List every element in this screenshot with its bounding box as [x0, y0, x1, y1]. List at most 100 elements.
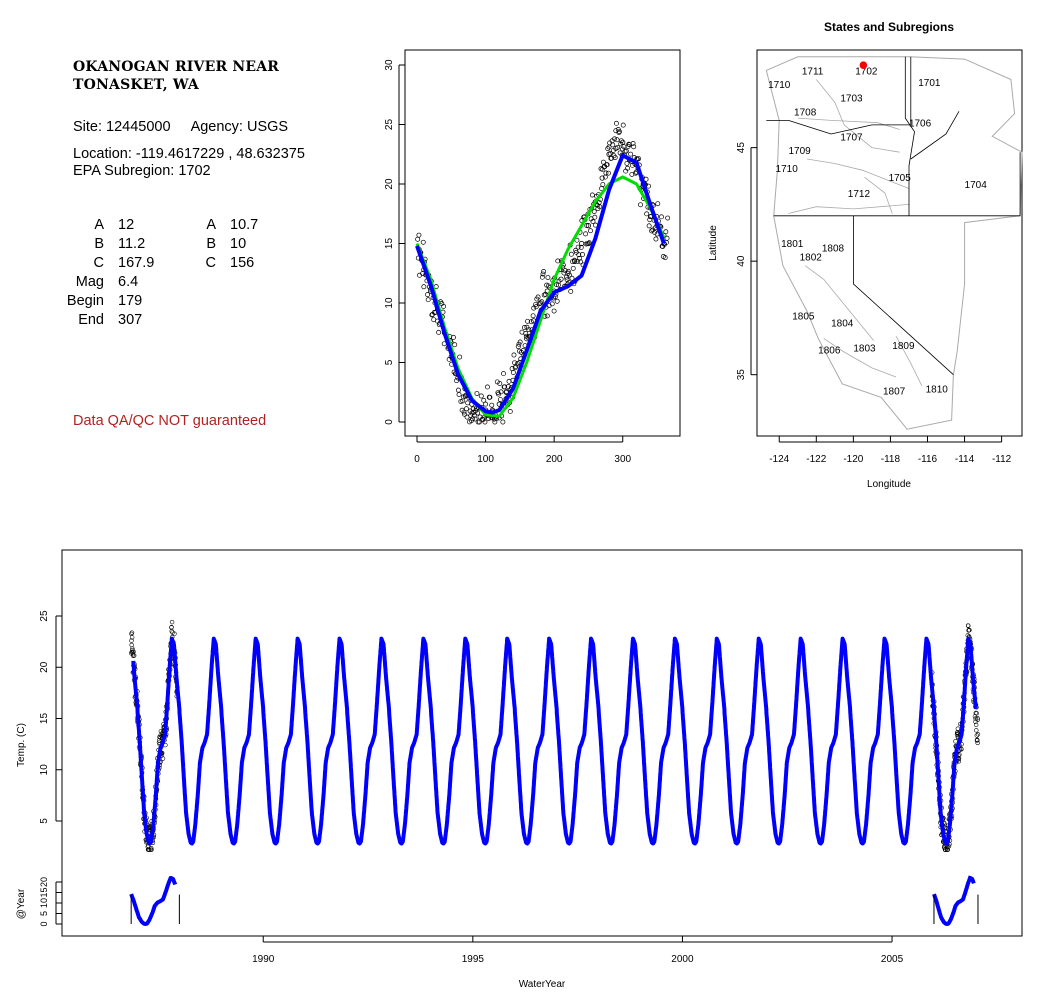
observation-point	[542, 291, 548, 297]
y-tick-label: 5	[384, 359, 395, 365]
observation-point	[633, 170, 639, 176]
params-right: A 10.7 B 10 C 156	[168, 216, 259, 273]
y-tick-label: 25	[39, 610, 50, 622]
observation-point	[612, 136, 618, 142]
observation-point	[441, 303, 447, 309]
observation-point	[501, 371, 506, 377]
observation-point	[603, 170, 609, 176]
observation-point	[551, 308, 557, 314]
observation-point	[636, 156, 642, 162]
observation-point	[646, 183, 651, 189]
observation-point	[575, 244, 581, 250]
observation-point	[484, 384, 490, 390]
data-point	[599, 175, 605, 181]
observation-point	[612, 155, 618, 160]
observation-point	[578, 244, 584, 250]
observation-point	[638, 202, 643, 208]
observation-point	[525, 318, 530, 324]
observation-point	[505, 383, 511, 389]
y-axis-label: Latitude	[708, 225, 719, 261]
inset-tick-label: 0	[39, 921, 49, 926]
region-label: 1707	[840, 132, 863, 143]
observation-point	[973, 722, 979, 728]
station-title-line1: OKANOGAN RIVER NEAR	[73, 59, 280, 75]
region-label: 1711	[802, 66, 824, 77]
observation-point	[975, 732, 981, 737]
observation-point	[974, 728, 979, 733]
observation-point	[663, 229, 669, 235]
observation-point	[615, 144, 621, 150]
observation-point	[169, 624, 174, 630]
inset-tick-label: 10	[39, 898, 49, 908]
observation-point	[415, 236, 421, 242]
observation-point	[590, 219, 596, 224]
observation-point	[659, 214, 664, 220]
observation-point	[465, 400, 471, 406]
region-label: 1808	[822, 244, 845, 255]
observation-point	[655, 201, 661, 207]
observation-point	[457, 354, 463, 360]
subregion-boundary	[797, 117, 900, 130]
location: Location: -119.4617229 , 48.632375	[73, 146, 305, 162]
observation-point	[975, 717, 981, 722]
region-label: 1810	[926, 384, 949, 395]
param-label: Mag	[75, 274, 104, 290]
param-label: End	[78, 312, 104, 328]
observation-point	[613, 120, 619, 126]
observation-point	[628, 151, 634, 157]
observation-point	[554, 298, 560, 304]
observation-point	[956, 759, 962, 764]
observation-point	[515, 344, 521, 350]
y-tick-label: 40	[736, 255, 747, 267]
observation-point	[568, 251, 574, 257]
inset-tick-label: 15	[39, 887, 49, 897]
observation-point	[456, 392, 462, 397]
observation-point	[586, 240, 592, 246]
inset-tick-label: 20	[39, 877, 49, 887]
region-label: 1706	[909, 119, 932, 130]
region-label: 1702	[855, 66, 878, 77]
param-label: C	[205, 255, 216, 271]
x-tick-label: 2000	[671, 954, 694, 965]
param-label: Begin	[66, 293, 104, 309]
fitted-temperature-line	[131, 636, 978, 846]
x-axis-label: WaterYear	[519, 979, 566, 990]
observation-point	[540, 271, 546, 277]
x-tick-label: 1990	[252, 954, 275, 965]
observation-point	[605, 170, 611, 176]
observation-point	[507, 408, 513, 414]
x-tick-label: 0	[414, 454, 420, 465]
x-tick-label: 1995	[462, 954, 485, 965]
observation-point	[953, 739, 958, 744]
observation-point	[631, 144, 637, 150]
param-label: B	[206, 236, 216, 252]
param-value: 167.9	[118, 255, 155, 271]
region-label: 1804	[831, 318, 854, 329]
y-tick-label: 10	[39, 764, 50, 776]
subregion-boundary	[804, 265, 875, 341]
subregion-map: States and Subregions -124 -122 -120 -118 -1…	[708, 20, 1023, 490]
observation-point	[643, 176, 649, 182]
observation-point	[420, 239, 426, 245]
param-value: 307	[118, 312, 143, 328]
observation-point	[474, 391, 480, 396]
observation-point	[489, 402, 495, 408]
region-label: 1704	[965, 180, 988, 191]
observation-point	[129, 630, 135, 635]
observation-point	[476, 419, 482, 425]
x-axis-label: Longitude	[867, 479, 911, 490]
region-label: 1701	[918, 78, 941, 89]
observation-point	[463, 406, 469, 412]
y-tick-label: 30	[384, 59, 395, 71]
region-label: 1803	[853, 343, 876, 354]
observation-point	[572, 257, 577, 263]
observation-point	[624, 160, 630, 166]
x-tick-label: 100	[477, 454, 494, 465]
observation-point	[429, 312, 435, 318]
region-label: 1710	[776, 164, 799, 175]
observation-point	[454, 378, 460, 384]
observation-point	[967, 627, 972, 633]
observation-point	[607, 151, 613, 157]
observation-point	[533, 302, 539, 308]
